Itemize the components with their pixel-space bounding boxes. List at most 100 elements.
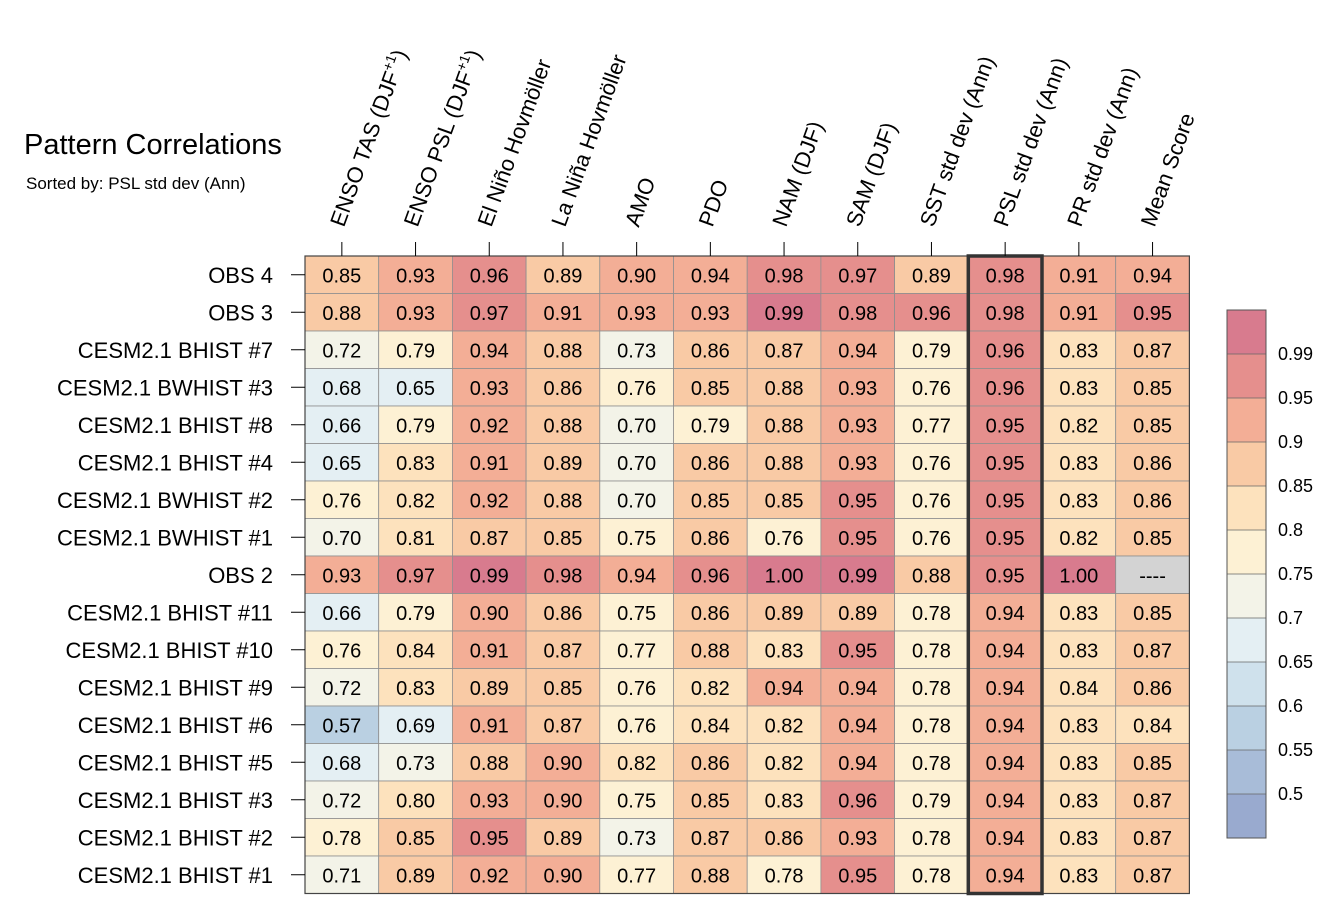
cell-value-label: 0.85: [691, 490, 730, 512]
heatmap-cell: [451, 780, 527, 819]
cell-value-label: 0.94: [986, 828, 1025, 850]
cell-value-label: 0.86: [543, 378, 582, 400]
heatmap-cell: [894, 593, 969, 632]
cell-value-label: 0.99: [765, 303, 804, 325]
cell-value-label: 0.78: [912, 715, 951, 737]
cell-value-label: 0.83: [1059, 828, 1098, 850]
cell-value-label: 0.73: [396, 753, 435, 775]
cell-value-label: 0.94: [986, 790, 1025, 812]
cell-value-label: 0.95: [986, 415, 1025, 437]
cell-value-label: 0.84: [1059, 678, 1098, 700]
heatmap-cell: [525, 630, 601, 669]
cell-value-label: 0.78: [912, 828, 951, 850]
heatmap-cell: [599, 705, 674, 744]
cell-value-label: 0.76: [322, 490, 361, 512]
heatmap-cell: [304, 555, 380, 594]
colorbar-box: [1227, 706, 1266, 750]
cell-value-label: 0.94: [617, 565, 656, 587]
heatmap-cell: [894, 443, 969, 482]
cell-value-label: 0.92: [470, 490, 509, 512]
cell-value-label: 0.89: [838, 603, 877, 625]
heatmap-cell: [304, 368, 380, 407]
column-label: Mean Score: [1136, 110, 1200, 230]
cell-value-label: 0.94: [986, 753, 1025, 775]
heatmap-cell: [894, 630, 969, 669]
colorbar-box: [1227, 530, 1266, 574]
column-label: ENSO TAS (DJF+1): [323, 45, 412, 229]
heatmap-cell: [746, 293, 822, 332]
cell-value-label: 0.79: [396, 340, 435, 362]
heatmap-cell: [1115, 668, 1190, 707]
cell-value-label: 0.95: [838, 490, 877, 512]
cell-value-label: 0.97: [470, 303, 509, 325]
heatmap-cell: [1115, 630, 1190, 669]
cell-value-label: 0.76: [912, 490, 951, 512]
heatmap-cell: [967, 668, 1043, 707]
cell-value-label: 0.92: [470, 865, 509, 887]
heatmap-cell: [304, 443, 380, 482]
row-label: CESM2.1 BHIST #3: [78, 788, 273, 813]
chart-title: Pattern Correlations: [24, 129, 282, 161]
cell-value-label: ----: [1139, 565, 1166, 587]
cell-value-label: 0.94: [838, 340, 877, 362]
cell-value-label: 0.86: [691, 340, 730, 362]
heatmap-cell: [746, 818, 822, 857]
colorbar-label: 0.85: [1278, 476, 1313, 496]
colorbar-box: [1227, 662, 1266, 706]
cell-value-label: 0.66: [322, 415, 361, 437]
cell-value-label: 0.99: [838, 565, 877, 587]
cell-value-label: 0.94: [838, 753, 877, 775]
cell-value-label: 0.90: [617, 265, 656, 287]
cell-value-label: 0.95: [986, 453, 1025, 475]
cell-value-label: 0.86: [1133, 678, 1172, 700]
chart-subtitle: Sorted by: PSL std dev (Ann): [26, 174, 246, 193]
heatmap-cell: [451, 368, 527, 407]
cell-value-label: 0.83: [1059, 640, 1098, 662]
heatmap-cell: [967, 593, 1043, 632]
cell-value-label: 0.81: [396, 528, 435, 550]
cell-value-label: 0.78: [912, 678, 951, 700]
heatmap-cell: [820, 405, 896, 444]
heatmap-cell: [304, 255, 380, 294]
heatmap-cell: [894, 518, 969, 557]
cell-value-label: 0.94: [986, 603, 1025, 625]
heatmap-cell: [1115, 293, 1190, 332]
cell-value-label: 0.94: [691, 265, 730, 287]
heatmap-cell: [1115, 780, 1190, 819]
cell-value-label: 0.84: [691, 715, 730, 737]
colorbar-box: [1227, 750, 1266, 794]
cell-value-label: 0.77: [912, 415, 951, 437]
row-label: CESM2.1 BHIST #1: [78, 863, 273, 888]
column-label: NAM (DJF): [767, 118, 828, 230]
cell-value-label: 0.98: [765, 265, 804, 287]
cell-value-label: 0.86: [691, 603, 730, 625]
heatmap-cell: [1115, 555, 1190, 594]
cell-value-label: 0.94: [986, 678, 1025, 700]
heatmap-cell: [451, 630, 527, 669]
heatmap-cell: [525, 668, 601, 707]
cell-value-label: 0.72: [322, 678, 361, 700]
cell-value-label: 0.83: [1059, 340, 1098, 362]
row-label: CESM2.1 BHIST #7: [78, 338, 273, 363]
heatmap-cell: [820, 780, 896, 819]
cell-value-label: 0.90: [470, 603, 509, 625]
cell-value-label: 0.88: [470, 753, 509, 775]
heatmap-cell: [746, 443, 822, 482]
cell-value-label: 0.89: [396, 865, 435, 887]
cell-value-label: 0.68: [322, 753, 361, 775]
row-label: CESM2.1 BHIST #2: [78, 825, 273, 850]
cell-value-label: 0.83: [1059, 715, 1098, 737]
cell-value-label: 0.70: [617, 415, 656, 437]
cell-value-label: 0.95: [1133, 303, 1172, 325]
heatmap-cell: [820, 330, 896, 369]
heatmap-cell: [673, 405, 748, 444]
cell-value-label: 0.83: [1059, 490, 1098, 512]
cell-value-label: 0.96: [986, 378, 1025, 400]
heatmap-cell: [304, 630, 380, 669]
cell-value-label: 0.75: [617, 603, 656, 625]
heatmap-cell: [820, 518, 896, 557]
heatmap-cell: [304, 780, 380, 819]
heatmap-cell: [673, 593, 748, 632]
cell-value-label: 0.97: [838, 265, 877, 287]
